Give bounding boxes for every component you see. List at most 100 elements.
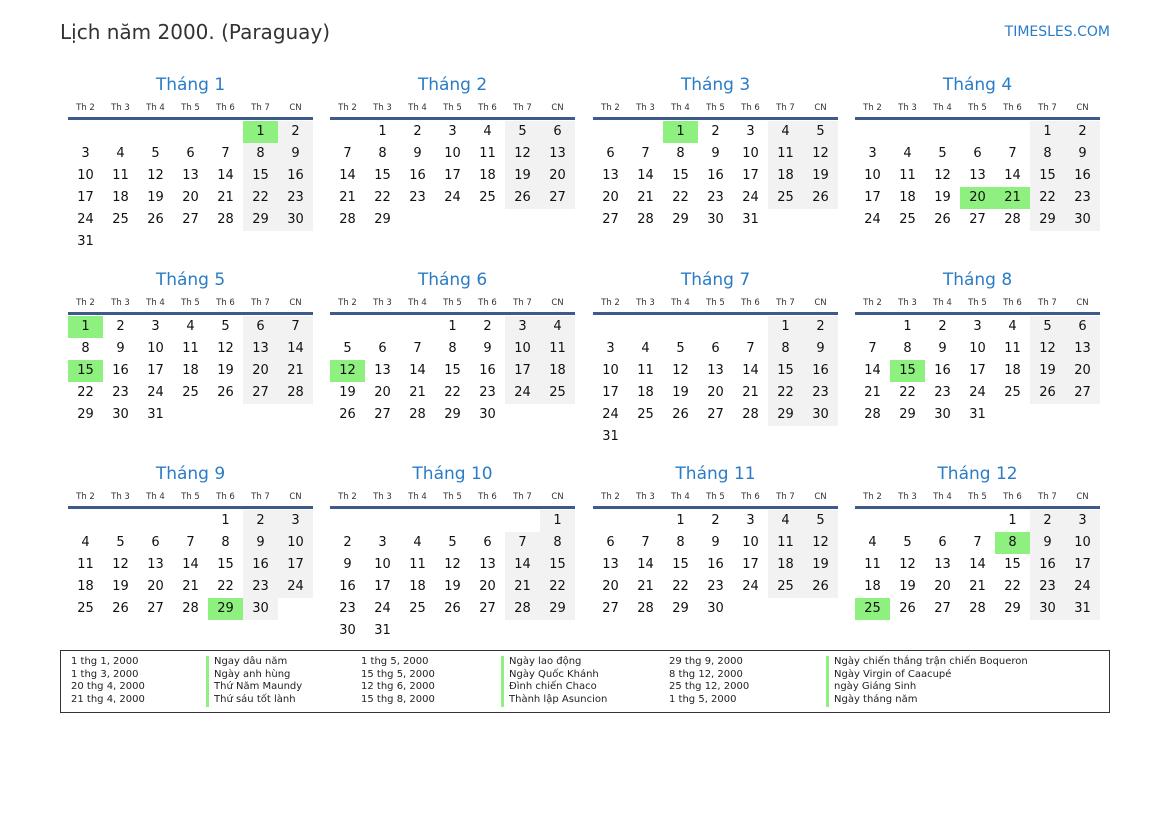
day-cell[interactable]: 11 bbox=[112, 168, 129, 183]
day-cell[interactable]: 7 bbox=[343, 146, 352, 161]
brand-link[interactable]: TIMESLES.COM bbox=[1004, 24, 1110, 40]
day-cell[interactable]: 5 bbox=[116, 535, 125, 550]
day-cell[interactable]: 23 bbox=[112, 385, 129, 400]
day-cell[interactable]: 5 bbox=[221, 319, 230, 334]
day-cell[interactable]: 17 bbox=[1065, 554, 1100, 576]
day-cell[interactable]: 31 bbox=[1065, 598, 1100, 620]
day-cell[interactable]: 3 bbox=[973, 319, 982, 334]
day-cell[interactable]: 23 bbox=[243, 576, 278, 598]
day-cell[interactable]: 18 bbox=[540, 360, 575, 382]
day-cell[interactable]: 12 bbox=[672, 363, 689, 378]
day-cell[interactable]: 1 bbox=[540, 510, 575, 532]
day-cell[interactable]: 10 bbox=[1065, 532, 1100, 554]
day-cell[interactable]: 2 bbox=[243, 510, 278, 532]
day-cell[interactable]: 21 bbox=[637, 579, 654, 594]
day-cell[interactable]: 11 bbox=[479, 146, 496, 161]
day-cell[interactable]: 11 bbox=[182, 341, 199, 356]
day-cell[interactable]: 20 bbox=[934, 579, 951, 594]
day-cell[interactable]: 16 bbox=[243, 554, 278, 576]
day-cell[interactable]: 28 bbox=[278, 382, 313, 404]
day-cell[interactable]: 13 bbox=[479, 557, 496, 572]
day-cell[interactable]: 12 bbox=[147, 168, 164, 183]
day-cell[interactable]: 12 bbox=[1030, 338, 1065, 360]
day-cell[interactable]: 22 bbox=[374, 190, 391, 205]
day-cell[interactable]: 7 bbox=[641, 146, 650, 161]
holiday-day-cell[interactable]: 12 bbox=[330, 360, 365, 382]
day-cell[interactable]: 9 bbox=[243, 532, 278, 554]
day-cell[interactable]: 17 bbox=[77, 190, 94, 205]
day-cell[interactable]: 8 bbox=[768, 338, 803, 360]
day-cell[interactable]: 17 bbox=[278, 554, 313, 576]
day-cell[interactable]: 6 bbox=[938, 535, 947, 550]
day-cell[interactable]: 3 bbox=[746, 513, 755, 528]
day-cell[interactable]: 10 bbox=[505, 338, 540, 360]
day-cell[interactable]: 26 bbox=[803, 576, 838, 598]
day-cell[interactable]: 4 bbox=[483, 124, 492, 139]
day-cell[interactable]: 22 bbox=[1030, 187, 1065, 209]
day-cell[interactable]: 30 bbox=[278, 209, 313, 231]
day-cell[interactable]: 4 bbox=[413, 535, 422, 550]
day-cell[interactable]: 2 bbox=[278, 121, 313, 143]
day-cell[interactable]: 5 bbox=[903, 535, 912, 550]
day-cell[interactable]: 1 bbox=[768, 316, 803, 338]
day-cell[interactable]: 26 bbox=[217, 385, 234, 400]
day-cell[interactable]: 27 bbox=[243, 382, 278, 404]
day-cell[interactable]: 25 bbox=[768, 187, 803, 209]
day-cell[interactable]: 21 bbox=[969, 579, 986, 594]
day-cell[interactable]: 4 bbox=[540, 316, 575, 338]
day-cell[interactable]: 8 bbox=[1030, 143, 1065, 165]
day-cell[interactable]: 14 bbox=[339, 168, 356, 183]
day-cell[interactable]: 1 bbox=[676, 513, 685, 528]
day-cell[interactable]: 24 bbox=[444, 190, 461, 205]
day-cell[interactable]: 12 bbox=[112, 557, 129, 572]
day-cell[interactable]: 14 bbox=[278, 338, 313, 360]
day-cell[interactable]: 21 bbox=[864, 385, 881, 400]
day-cell[interactable]: 26 bbox=[505, 187, 540, 209]
day-cell[interactable]: 20 bbox=[602, 190, 619, 205]
day-cell[interactable]: 13 bbox=[602, 557, 619, 572]
day-cell[interactable]: 22 bbox=[672, 579, 689, 594]
holiday-day-cell[interactable]: 1 bbox=[243, 121, 278, 143]
day-cell[interactable]: 26 bbox=[1030, 382, 1065, 404]
day-cell[interactable]: 25 bbox=[77, 601, 94, 616]
day-cell[interactable]: 15 bbox=[374, 168, 391, 183]
day-cell[interactable]: 25 bbox=[182, 385, 199, 400]
day-cell[interactable]: 16 bbox=[707, 557, 724, 572]
day-cell[interactable]: 31 bbox=[77, 234, 94, 249]
day-cell[interactable]: 20 bbox=[707, 385, 724, 400]
day-cell[interactable]: 18 bbox=[409, 579, 426, 594]
day-cell[interactable]: 4 bbox=[868, 535, 877, 550]
day-cell[interactable]: 9 bbox=[803, 338, 838, 360]
day-cell[interactable]: 3 bbox=[278, 510, 313, 532]
day-cell[interactable]: 8 bbox=[221, 535, 230, 550]
day-cell[interactable]: 8 bbox=[81, 341, 90, 356]
day-cell[interactable]: 10 bbox=[864, 168, 881, 183]
day-cell[interactable]: 3 bbox=[746, 124, 755, 139]
day-cell[interactable]: 20 bbox=[602, 579, 619, 594]
day-cell[interactable]: 25 bbox=[540, 382, 575, 404]
day-cell[interactable]: 28 bbox=[409, 407, 426, 422]
day-cell[interactable]: 6 bbox=[1065, 316, 1100, 338]
day-cell[interactable]: 10 bbox=[444, 146, 461, 161]
day-cell[interactable]: 13 bbox=[374, 363, 391, 378]
day-cell[interactable]: 1 bbox=[1030, 121, 1065, 143]
day-cell[interactable]: 11 bbox=[864, 557, 881, 572]
day-cell[interactable]: 18 bbox=[112, 190, 129, 205]
day-cell[interactable]: 24 bbox=[374, 601, 391, 616]
day-cell[interactable]: 14 bbox=[217, 168, 234, 183]
day-cell[interactable]: 28 bbox=[339, 212, 356, 227]
day-cell[interactable]: 9 bbox=[711, 146, 720, 161]
day-cell[interactable]: 3 bbox=[868, 146, 877, 161]
day-cell[interactable]: 7 bbox=[746, 341, 755, 356]
day-cell[interactable]: 15 bbox=[1004, 557, 1021, 572]
day-cell[interactable]: 21 bbox=[409, 385, 426, 400]
day-cell[interactable]: 19 bbox=[803, 165, 838, 187]
day-cell[interactable]: 13 bbox=[147, 557, 164, 572]
day-cell[interactable]: 14 bbox=[864, 363, 881, 378]
day-cell[interactable]: 24 bbox=[1065, 576, 1100, 598]
day-cell[interactable]: 13 bbox=[934, 557, 951, 572]
day-cell[interactable]: 19 bbox=[217, 363, 234, 378]
day-cell[interactable]: 17 bbox=[742, 557, 759, 572]
day-cell[interactable]: 15 bbox=[1030, 165, 1065, 187]
day-cell[interactable]: 19 bbox=[339, 385, 356, 400]
